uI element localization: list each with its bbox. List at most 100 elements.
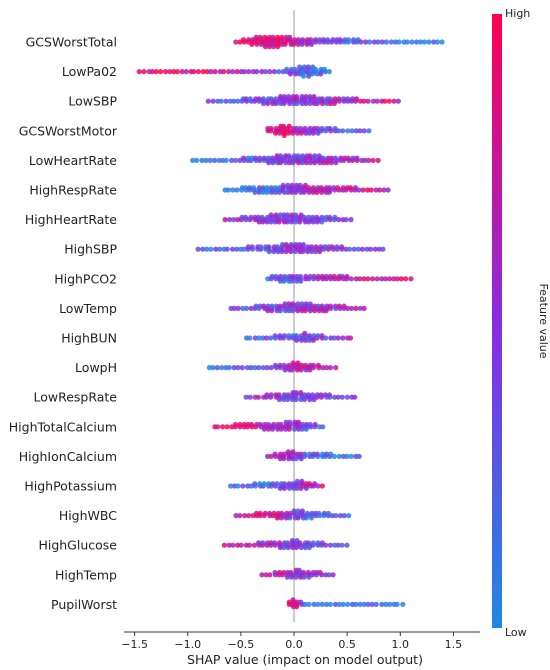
shap-point [248,365,254,371]
shap-point [287,515,293,521]
shap-point [246,69,252,75]
shap-point [322,392,328,398]
shap-point [298,125,304,132]
shap-point [351,246,357,252]
shap-point [174,69,180,75]
shap-point [260,185,266,191]
shap-point [348,453,354,459]
shap-point [301,574,307,580]
shap-point [260,365,266,371]
shap-point [316,510,322,516]
shap-point [304,41,310,47]
shap-point [386,276,393,282]
shap-point [326,189,332,195]
shap-point [310,337,316,343]
shap-point [281,451,287,457]
shap-point [266,244,272,250]
shap-point [277,130,283,136]
shap-point [217,246,223,252]
shap-point [327,303,334,309]
shap-point [341,96,347,102]
shap-point [274,481,280,487]
shap-point [293,212,299,218]
shap-point [307,94,313,100]
shap-point [327,273,334,280]
shap-point [297,219,303,225]
shap-point [319,303,325,309]
shap-point [278,421,284,428]
shap-point [344,542,350,548]
shap-point [362,157,368,163]
shap-point [281,544,287,551]
shap-point [327,542,333,548]
shap-point [335,394,341,400]
feature-label: HighPotassium [24,479,117,494]
shap-point [267,572,273,578]
shap-point [261,426,267,432]
shap-point [264,189,270,195]
colorbar-title: Feature value [537,283,550,358]
shap-point [224,424,230,430]
shap-point [371,39,377,45]
shap-point [268,392,274,398]
shap-point [249,244,255,250]
shap-point [323,273,329,280]
shap-point [276,540,283,546]
shap-point [370,98,376,104]
shap-point [336,96,342,102]
shap-point [270,160,276,166]
shap-point [280,182,286,188]
shap-point [289,273,296,280]
feature-label: HighBUN [61,331,117,346]
shap-point [238,542,244,548]
shap-point [285,449,291,455]
shap-point [277,308,283,314]
shap-point [340,128,346,134]
shap-point [302,125,308,132]
shap-point [332,394,338,400]
shap-point [308,515,315,521]
shap-point [306,481,313,487]
shap-point [206,365,212,371]
shap-point [299,362,305,368]
shap-point [223,157,229,163]
shap-point [290,481,296,487]
shap-point [302,601,308,608]
shap-point [341,303,347,309]
shap-point [368,246,374,252]
shap-point [289,538,296,544]
beeswarm-row-HighSBP [195,242,386,255]
shap-point [315,273,321,280]
shap-point [305,64,311,70]
shap-point [276,219,282,225]
shap-point [226,365,232,371]
shap-point [395,98,401,104]
shap-point [254,41,260,47]
shap-point [329,244,335,250]
shap-point [258,244,264,250]
shap-point [323,542,329,548]
shap-point [204,69,210,75]
shap-point [268,96,274,102]
shap-point [352,394,358,400]
shap-point [226,69,232,75]
shap-point [306,189,312,195]
shap-point [335,542,341,548]
shap-point [289,212,295,218]
shap-point [268,453,274,459]
shap-point [400,601,406,608]
shap-point [273,303,279,309]
beeswarm-points [136,34,445,610]
shap-point [315,333,321,339]
shap-point [246,37,252,43]
shap-point [359,246,366,252]
feature-label: HighRespRate [29,183,117,198]
shap-point [323,365,330,371]
shap-point [283,248,289,255]
feature-label: LowSBP [68,94,117,109]
shap-point [314,451,320,457]
shap-point [340,601,346,608]
shap-point [286,123,292,129]
shap-point [315,483,321,489]
shap-point [308,41,314,47]
